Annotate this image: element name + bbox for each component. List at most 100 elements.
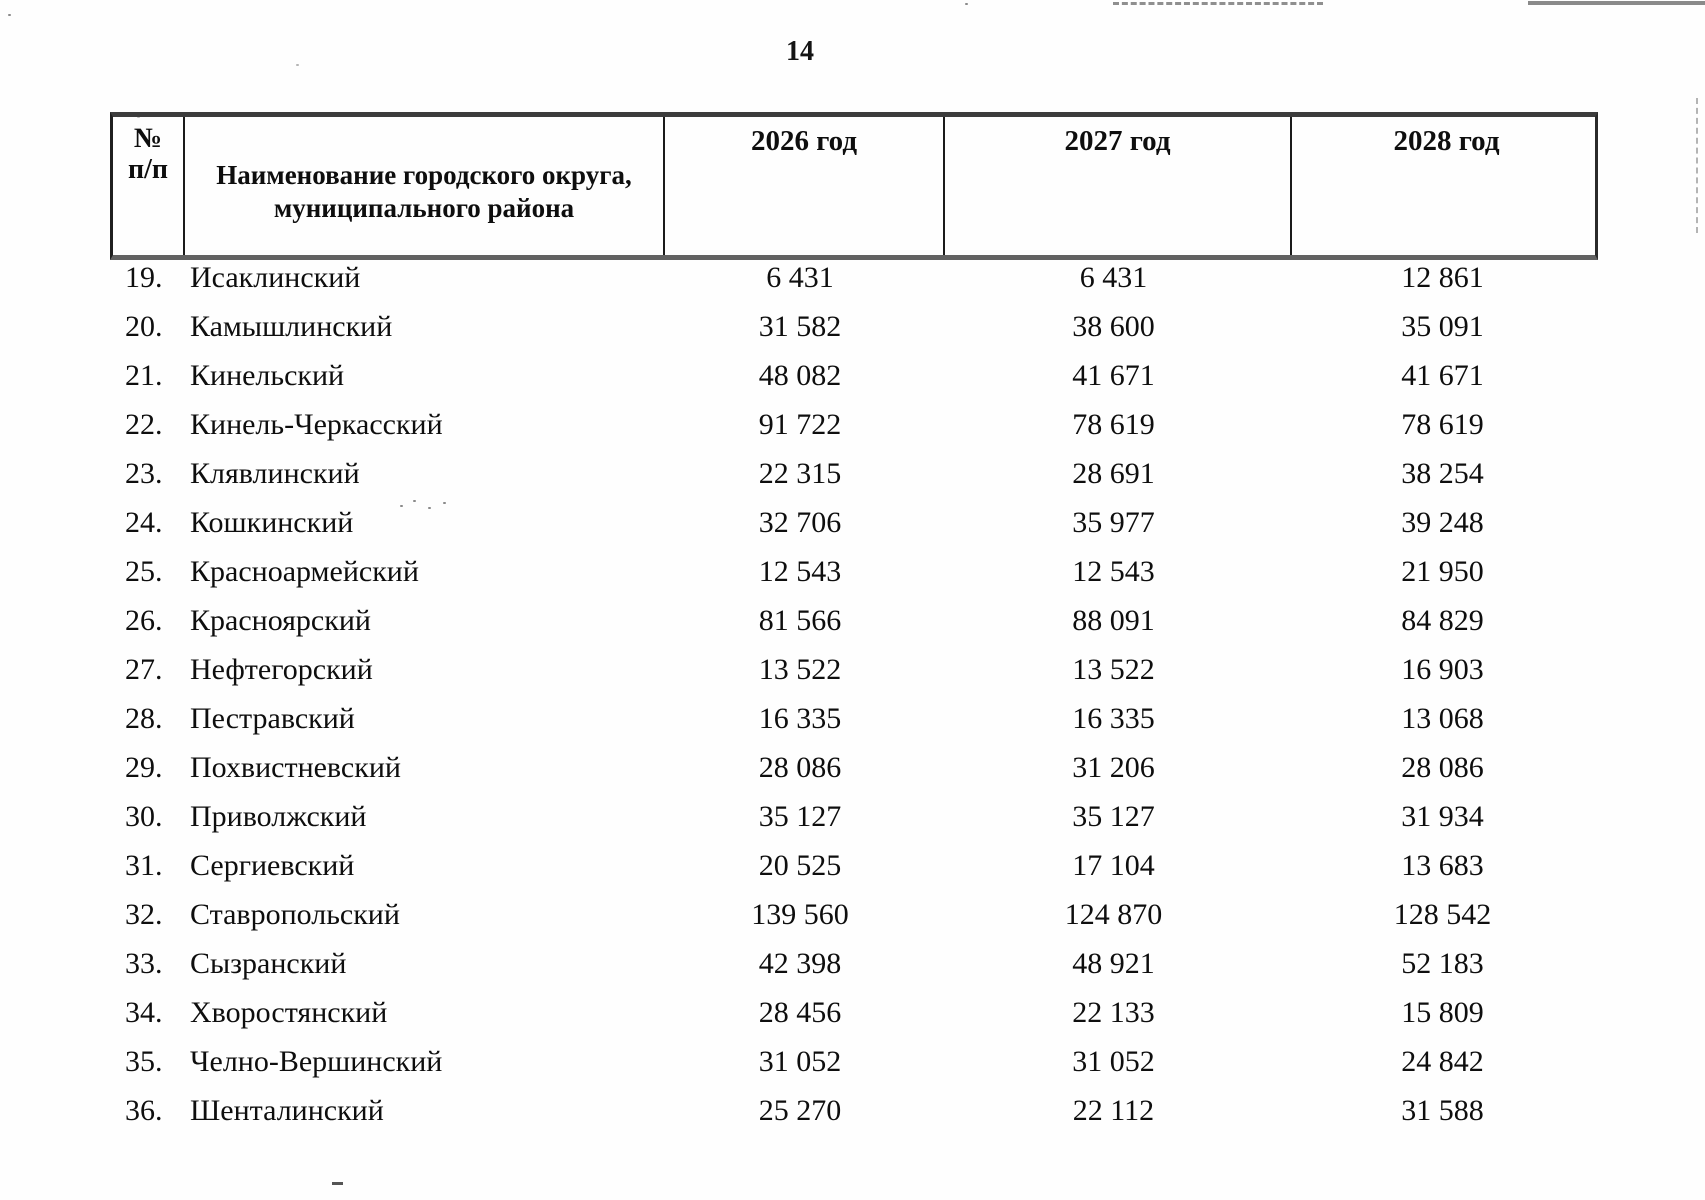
district-name: Сергиевский: [190, 849, 355, 882]
table-row: 28. Пестравский 16 335 16 335 13 068: [110, 694, 1598, 743]
district-name: Челно-Вершинский: [190, 1045, 443, 1078]
scan-speck: [413, 500, 416, 502]
value-2028: 31 588: [1401, 1094, 1484, 1127]
value-2028: 31 934: [1401, 800, 1484, 833]
value-2028: 24 842: [1401, 1045, 1484, 1078]
row-number: 27.: [125, 653, 163, 686]
row-number: 32.: [125, 898, 163, 931]
table-row: 20. Камышлинский 31 582 38 600 35 091: [110, 302, 1598, 351]
value-2026: 22 315: [758, 457, 842, 490]
header-cell-year-2028: 2028 год: [1290, 117, 1601, 255]
district-name: Ставропольский: [190, 898, 400, 931]
value-2028: 41 671: [1401, 359, 1484, 392]
table-row: 29. Похвистневский 28 086 31 206 28 086: [110, 743, 1598, 792]
district-name: Хворостянский: [190, 996, 388, 1029]
table-header: № п/п Наименование городского округа, му…: [110, 112, 1598, 260]
value-2027: 38 600: [1072, 310, 1155, 343]
header-cell-row-number: № п/п: [113, 117, 183, 255]
value-2026: 91 722: [758, 408, 842, 441]
value-2026: 139 560: [751, 898, 849, 931]
value-2026: 12 543: [758, 555, 842, 588]
district-name: Красноармейский: [190, 555, 419, 588]
row-number: 34.: [125, 996, 163, 1029]
header-year-2028-label: 2028 год: [1393, 125, 1500, 157]
district-name: Приволжский: [190, 800, 367, 833]
value-2027: 17 104: [1072, 849, 1155, 882]
value-2026: 32 706: [758, 506, 842, 539]
value-2028: 38 254: [1401, 457, 1484, 490]
table-row: 31. Сергиевский 20 525 17 104 13 683: [110, 841, 1598, 890]
header-num-line1: №: [133, 123, 163, 154]
district-name: Кошкинский: [190, 506, 354, 539]
row-number: 25.: [125, 555, 163, 588]
page-number: 14: [786, 36, 814, 67]
value-2027: 124 870: [1064, 898, 1163, 931]
value-2028: 28 086: [1401, 751, 1484, 784]
district-name: Камышлинский: [190, 310, 393, 343]
value-2027: 28 691: [1072, 457, 1155, 490]
value-2028: 78 619: [1401, 408, 1484, 441]
value-2027: 31 052: [1072, 1045, 1155, 1078]
scan-artifact-solid-line: [1528, 1, 1705, 5]
district-name: Кинельский: [190, 359, 345, 392]
value-2027: 31 206: [1072, 751, 1155, 784]
scan-speck: [8, 14, 11, 16]
table-row: 32. Ставропольский 139 560 124 870 128 5…: [110, 890, 1598, 939]
value-2028: 21 950: [1401, 555, 1484, 588]
header-cell-year-2026: 2026 год: [663, 117, 943, 255]
header-year-2027-label: 2027 год: [1064, 125, 1171, 157]
row-number: 22.: [125, 408, 163, 441]
row-number: 29.: [125, 751, 163, 784]
row-number: 33.: [125, 947, 163, 980]
district-name: Красноярский: [190, 604, 371, 637]
row-number: 21.: [125, 359, 163, 392]
value-2026: 42 398: [758, 947, 842, 980]
value-2027: 16 335: [1072, 702, 1155, 735]
value-2026: 6 431: [766, 261, 834, 294]
value-2027: 88 091: [1072, 604, 1155, 637]
scan-speck: [296, 64, 299, 66]
value-2028: 39 248: [1401, 506, 1484, 539]
row-number: 36.: [125, 1094, 163, 1127]
row-number: 23.: [125, 457, 163, 490]
table-row: 19. Исаклинский 6 431 6 431 12 861: [110, 253, 1598, 302]
value-2028: 128 542: [1393, 898, 1492, 931]
value-2027: 12 543: [1072, 555, 1155, 588]
row-number: 24.: [125, 506, 163, 539]
value-2026: 16 335: [758, 702, 842, 735]
value-2028: 12 861: [1401, 261, 1484, 294]
header-name-line2: муниципального района: [273, 193, 575, 223]
scan-speck: [443, 502, 446, 504]
header-cell-district-name: Наименование городского округа, муниципа…: [183, 117, 663, 255]
value-2026: 28 086: [758, 751, 842, 784]
scan-speck: [428, 507, 431, 509]
table-row: 27. Нефтегорский 13 522 13 522 16 903: [110, 645, 1598, 694]
table-body: 19. Исаклинский 6 431 6 431 12 861 20. К…: [110, 253, 1598, 1135]
value-2028: 52 183: [1401, 947, 1484, 980]
value-2026: 31 052: [758, 1045, 842, 1078]
table-row: 25. Красноармейский 12 543 12 543 21 950: [110, 547, 1598, 596]
row-number: 28.: [125, 702, 163, 735]
value-2027: 22 133: [1072, 996, 1155, 1029]
table-row: 23. Клявлинский 22 315 28 691 38 254: [110, 449, 1598, 498]
scan-speck: [400, 505, 403, 507]
scan-speck: [137, 116, 140, 118]
value-2028: 16 903: [1401, 653, 1484, 686]
value-2027: 22 112: [1072, 1094, 1155, 1127]
table-row: 21. Кинельский 48 082 41 671 41 671: [110, 351, 1598, 400]
value-2026: 25 270: [758, 1094, 842, 1127]
table-row: 35. Челно-Вершинский 31 052 31 052 24 84…: [110, 1037, 1598, 1086]
header-year-2026-label: 2026 год: [750, 125, 858, 157]
value-2027: 78 619: [1072, 408, 1155, 441]
table-row: 33. Сызранский 42 398 48 921 52 183: [110, 939, 1598, 988]
district-name: Похвистневский: [190, 751, 401, 784]
value-2027: 6 431: [1079, 261, 1148, 294]
value-2028: 13 683: [1401, 849, 1484, 882]
row-number: 30.: [125, 800, 163, 833]
value-2027: 35 977: [1072, 506, 1155, 539]
scan-artifact-dashed-line: [1113, 2, 1323, 5]
table-row: 26. Красноярский 81 566 88 091 84 829: [110, 596, 1598, 645]
value-2028: 15 809: [1401, 996, 1484, 1029]
scan-artifact-vertical-dashes: [1696, 98, 1698, 233]
